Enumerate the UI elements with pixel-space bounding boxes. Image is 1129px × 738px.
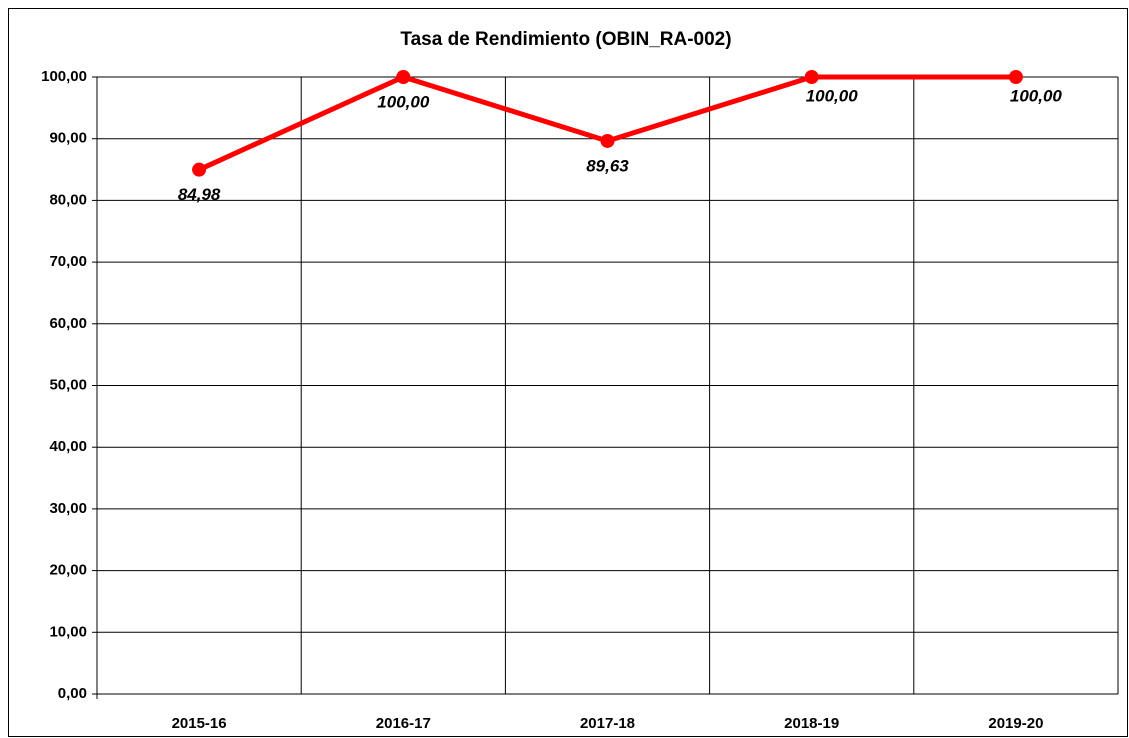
data-point [192,162,207,177]
x-tick-label: 2015-16 [172,715,227,732]
data-label: 100,00 [1010,86,1063,105]
data-label: 89,63 [586,156,629,175]
y-tick-label: 40,00 [49,438,87,455]
x-tick-label: 2016-17 [376,715,431,732]
y-tick-label: 60,00 [49,315,87,332]
y-tick-label: 90,00 [49,130,87,147]
data-point [804,70,819,84]
chart-border [8,8,1128,737]
y-tick-label: 10,00 [49,623,87,640]
data-label: 100,00 [806,86,859,105]
data-label: 100,00 [377,92,430,111]
y-tick-label: 20,00 [49,562,87,579]
x-tick-label: 2017-18 [580,715,635,732]
y-tick-label: 70,00 [49,253,87,270]
y-tick-label: 30,00 [49,500,87,517]
y-tick-label: 80,00 [49,191,87,208]
data-point [600,133,615,148]
chart-title: Tasa de Rendimiento (OBIN_RA-002) [400,29,731,50]
data-point [1008,70,1023,84]
x-tick-label: 2019-20 [988,715,1043,732]
x-tick-label: 2018-19 [784,715,839,732]
y-tick-label: 100,00 [41,68,87,85]
data-point [396,70,411,84]
data-label: 84,98 [178,185,221,204]
y-tick-label: 0,00 [58,685,87,702]
y-tick-label: 50,00 [49,376,87,393]
